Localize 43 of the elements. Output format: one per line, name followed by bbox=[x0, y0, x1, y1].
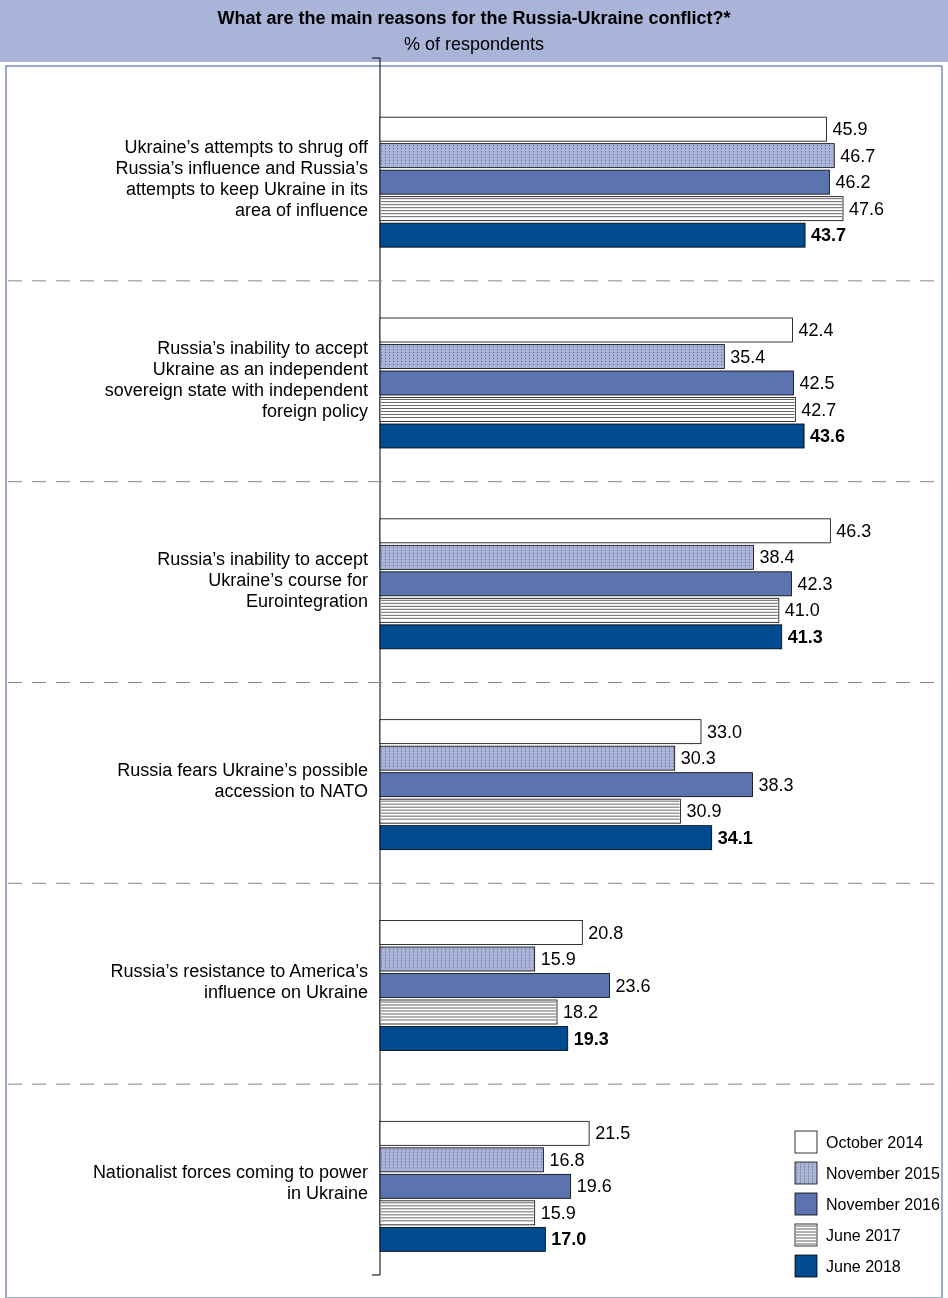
y-tick-label: Ukraine’s attempts to shrug off Russia’s influence and Russia’s attempts to keep Ukraine in its area of influence bbox=[115, 136, 369, 220]
data-label: 19.6 bbox=[576, 1176, 612, 1197]
legend-label: June 2018 bbox=[826, 1258, 901, 1275]
data-label: 23.6 bbox=[615, 975, 651, 996]
chart-subtitle: % of respondents bbox=[403, 34, 545, 54]
data-label: 47.6 bbox=[849, 198, 885, 219]
data-label: 15.9 bbox=[540, 949, 576, 969]
data-label: 43.6 bbox=[810, 426, 846, 446]
data-label: 42.3 bbox=[797, 573, 833, 594]
data-label: 38.3 bbox=[758, 774, 794, 795]
y-tick-label: Russia fears Ukraine’s possible accession to NATO bbox=[117, 760, 368, 802]
y-tick-label: Nationalist forces coming to power in Ukraine bbox=[92, 1162, 368, 1204]
y-tick-label: Russia’s inability to accept Ukraine as an independent sovereign state with independent foreign policy bbox=[104, 337, 368, 421]
data-label: 35.4 bbox=[730, 346, 766, 367]
data-label: 33.0 bbox=[706, 721, 743, 742]
data-label: 46.7 bbox=[840, 145, 876, 166]
data-label: 41.3 bbox=[787, 626, 823, 647]
data-label: 46.2 bbox=[835, 172, 871, 193]
data-label: 38.4 bbox=[759, 547, 795, 568]
data-label: 41.0 bbox=[784, 600, 820, 621]
legend-label: June 2017 bbox=[826, 1227, 901, 1244]
data-label: 45.9 bbox=[832, 119, 868, 140]
legend-label: November 2016 bbox=[826, 1196, 940, 1213]
legend-label: October 2014 bbox=[826, 1134, 924, 1151]
data-label: 42.7 bbox=[801, 399, 837, 420]
data-label: 20.8 bbox=[588, 922, 624, 943]
data-label: 30.3 bbox=[680, 748, 716, 769]
data-label: 17.0 bbox=[551, 1229, 587, 1250]
chart-title: What are the main reasons for the Russia-Ukraine conflict?* bbox=[217, 8, 731, 28]
data-label: 43.7 bbox=[811, 225, 847, 246]
data-label: 42.4 bbox=[798, 320, 834, 340]
data-label: 42.5 bbox=[799, 373, 835, 393]
y-tick-label: Russia’s inability to accept Ukraine’s course for Eurointegration bbox=[157, 549, 368, 612]
legend-label: November 2015 bbox=[826, 1165, 940, 1182]
data-label: 16.8 bbox=[549, 1149, 585, 1170]
data-label: 18.2 bbox=[563, 1002, 599, 1022]
data-label: 30.9 bbox=[686, 801, 722, 822]
data-label: 15.9 bbox=[540, 1202, 576, 1223]
data-label: 21.5 bbox=[595, 1123, 631, 1144]
data-label: 34.1 bbox=[717, 827, 753, 848]
data-label: 46.3 bbox=[836, 520, 872, 541]
data-label: 19.3 bbox=[573, 1028, 609, 1049]
y-tick-label: Russia’s resistance to America’s influence on Ukraine bbox=[110, 961, 368, 1003]
